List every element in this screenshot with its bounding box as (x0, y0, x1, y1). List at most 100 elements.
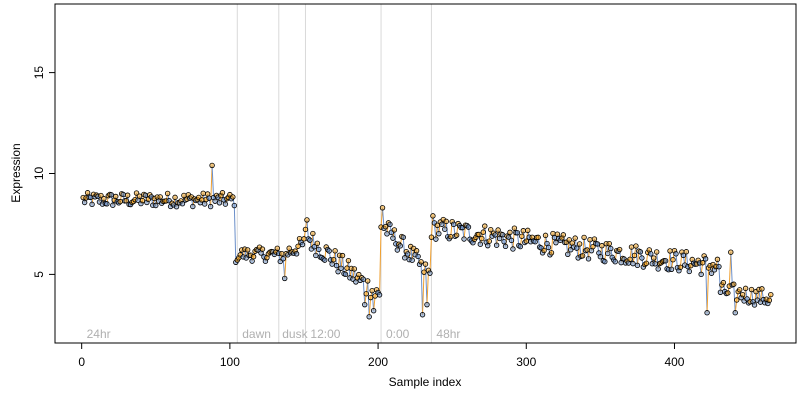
data-point (113, 194, 118, 199)
connector-segment (343, 256, 344, 274)
data-point (554, 240, 559, 245)
data-point (303, 227, 308, 232)
data-point (480, 236, 485, 241)
data-point (346, 258, 351, 263)
data-point (199, 198, 204, 203)
data-point (90, 202, 95, 207)
data-point (365, 279, 370, 284)
data-point (217, 201, 222, 206)
data-point (208, 204, 213, 209)
data-point (173, 195, 178, 200)
data-point (478, 242, 483, 247)
data-point (731, 282, 736, 287)
data-point (345, 266, 350, 271)
data-point (316, 247, 321, 252)
data-point (444, 219, 449, 224)
data-point (511, 247, 516, 252)
connector-segment (212, 165, 213, 197)
data-point (311, 231, 316, 236)
data-point (573, 236, 578, 241)
data-point (586, 257, 591, 262)
connector-segment (369, 298, 370, 317)
connector-segment (403, 237, 404, 258)
connector-segment (427, 270, 428, 304)
data-point (296, 244, 301, 249)
data-point (419, 260, 424, 265)
plot-frame (55, 4, 796, 343)
data-point (592, 237, 597, 242)
data-point (398, 244, 403, 249)
data-point (502, 239, 507, 244)
data-point (401, 235, 406, 240)
data-point (512, 226, 517, 231)
y-axis-title: Expression (9, 143, 23, 202)
data-point (377, 293, 382, 298)
data-point (595, 242, 600, 247)
data-point (367, 314, 372, 319)
data-point (340, 253, 345, 258)
data-point (118, 199, 123, 204)
data-point (395, 248, 400, 253)
x-tick-label: 0 (78, 355, 85, 369)
data-point (231, 195, 236, 200)
y-tick-label: 15 (32, 66, 46, 80)
data-point (308, 238, 313, 243)
connector-segment (211, 165, 212, 206)
data-point (85, 190, 90, 195)
data-point (210, 163, 215, 168)
connector-segment (423, 272, 424, 315)
data-point (102, 196, 107, 201)
data-point (315, 241, 320, 246)
data-point (362, 302, 367, 307)
data-point (110, 203, 115, 208)
data-point (651, 256, 656, 261)
data-point (585, 248, 590, 253)
data-point (405, 252, 410, 257)
data-point (577, 242, 582, 247)
data-point (598, 254, 603, 259)
data-point (352, 267, 357, 272)
x-tick-label: 400 (664, 355, 684, 369)
annotation-label: 12:00 (310, 327, 340, 341)
data-point (251, 254, 256, 259)
data-point (588, 237, 593, 242)
data-point (561, 233, 566, 238)
data-point (250, 259, 255, 264)
data-point (140, 198, 145, 203)
data-point (477, 232, 482, 237)
data-point (434, 237, 439, 242)
data-point (314, 253, 319, 258)
data-point (385, 232, 390, 237)
data-point (737, 287, 742, 292)
data-point (482, 224, 487, 229)
data-point (607, 241, 612, 246)
data-point (333, 249, 338, 254)
data-point (605, 251, 610, 256)
data-point (674, 252, 679, 257)
data-point (481, 230, 486, 235)
data-point (663, 259, 668, 264)
data-point (638, 250, 643, 255)
data-point (343, 272, 348, 277)
data-point (536, 235, 541, 240)
data-point (656, 267, 661, 272)
data-point (705, 310, 710, 315)
data-point (640, 256, 645, 261)
data-point (437, 231, 442, 236)
annotation-label: dawn (242, 327, 271, 341)
data-point (361, 277, 366, 282)
data-point (454, 233, 459, 238)
data-point (260, 247, 265, 252)
data-point (158, 195, 163, 200)
data-point (613, 259, 618, 264)
data-point (654, 250, 659, 255)
data-point (521, 228, 526, 233)
connector-segment (372, 291, 373, 311)
data-point (684, 249, 689, 254)
data-point (414, 248, 419, 253)
data-point (451, 222, 456, 227)
data-point (485, 243, 490, 248)
data-point (207, 196, 212, 201)
data-point (201, 191, 206, 196)
annotation-label: dusk (282, 327, 308, 341)
